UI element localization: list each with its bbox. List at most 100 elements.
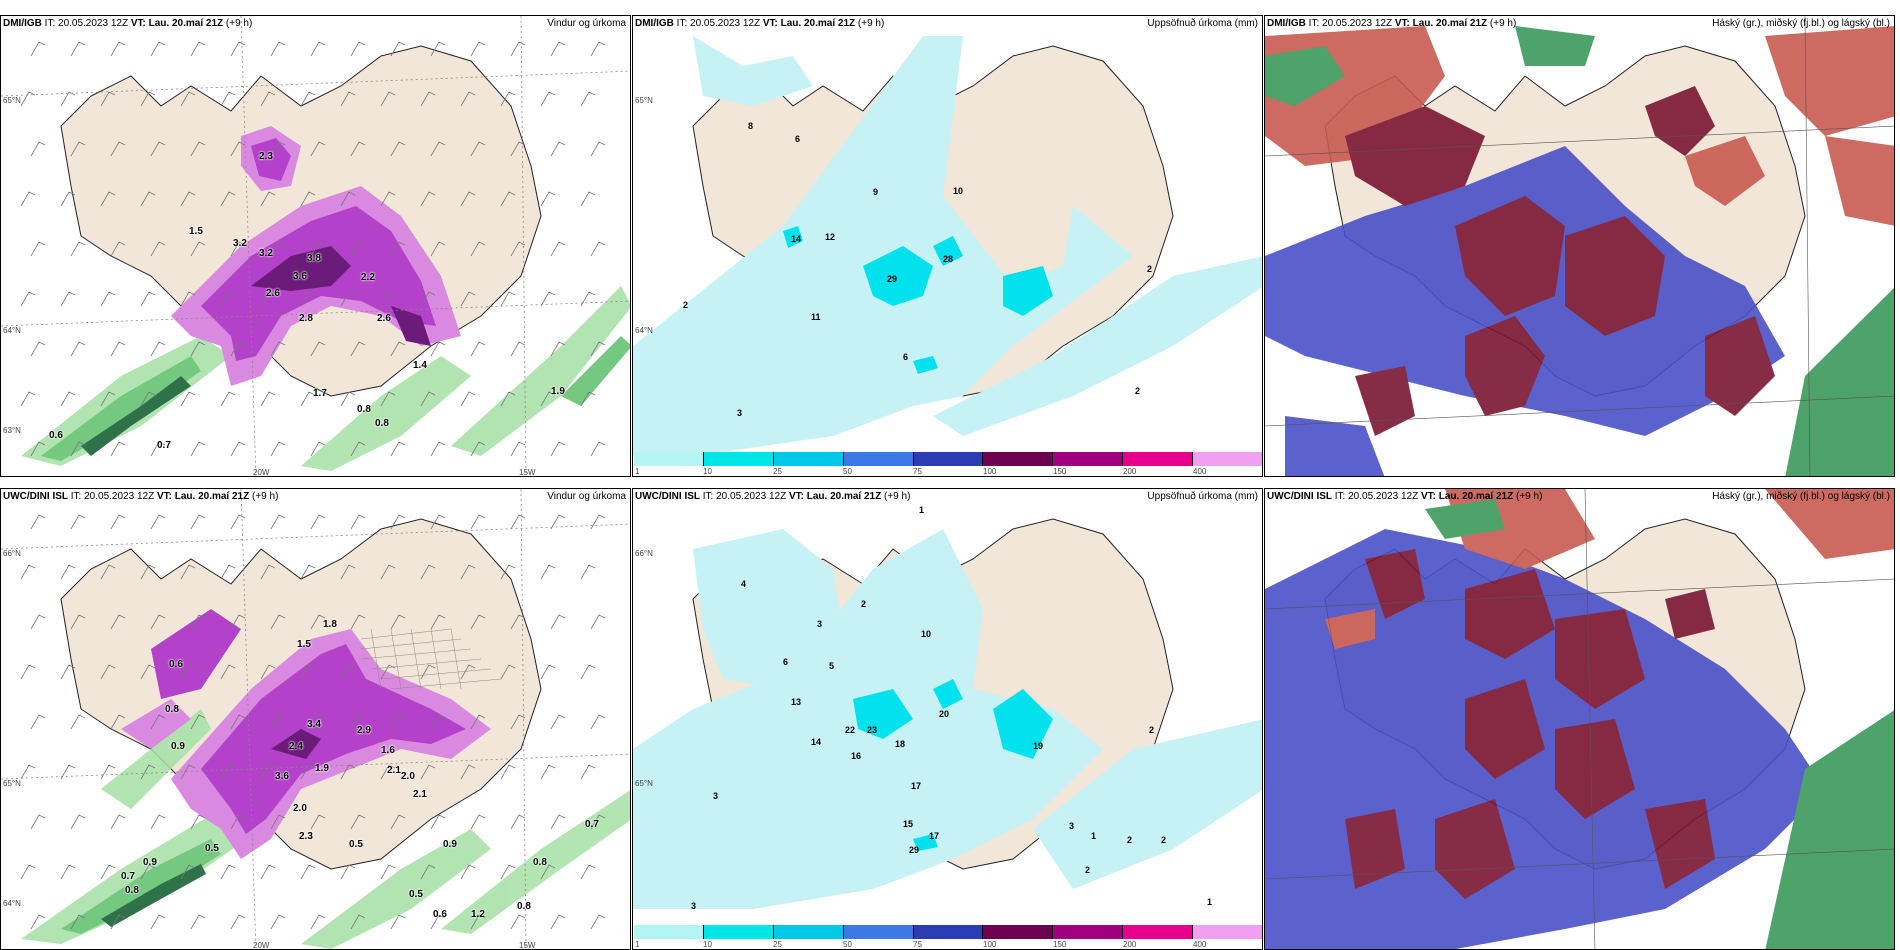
map-value-label: 1.9	[315, 763, 329, 774]
graticule	[1, 16, 630, 476]
map-value-label: 0.8	[357, 404, 371, 415]
panel-header: DMI/IGB IT: 20.05.2023 12Z VT: Lau. 20.m…	[635, 18, 884, 29]
panel-header: DMI/IGB IT: 20.05.2023 12Z VT: Lau. 20.m…	[1267, 18, 1516, 29]
map-value-label: 1.4	[413, 360, 427, 371]
lat-label: 63°N	[3, 426, 21, 435]
panel-title: Vindur og úrkoma	[547, 491, 626, 502]
map-value-label: 1.6	[381, 745, 395, 756]
map-value-label: 1.5	[297, 639, 311, 650]
panel-header: UWC/DINI ISL IT: 20.05.2023 12Z VT: Lau.…	[3, 491, 278, 502]
panel-header: UWC/DINI ISL IT: 20.05.2023 12Z VT: Lau.…	[1267, 491, 1542, 502]
lat-label: 65°N	[3, 96, 21, 105]
init-time: IT: 20.05.2023 12Z	[70, 491, 155, 502]
colorbar-tick: 1	[635, 467, 640, 476]
map-value-label: 13	[791, 697, 802, 707]
map-value-label: 2.6	[266, 288, 280, 299]
panel-top-left: DMI/IGB IT: 20.05.2023 12Z VT: Lau. 20.m…	[0, 15, 631, 477]
lat-label: 65°N	[635, 779, 653, 788]
map-value-label: 5	[829, 661, 835, 671]
map-value-label: 10	[921, 629, 932, 639]
map-value-label: 4	[741, 579, 747, 589]
map-value-label: 2	[1135, 386, 1141, 396]
map-value-label: 2	[861, 599, 867, 609]
colorbar-swatch	[773, 925, 844, 939]
colorbar-swatch	[703, 452, 774, 466]
colorbar-swatch	[1193, 452, 1262, 466]
colorbar-swatch	[913, 452, 984, 466]
map-value-label: 2.4	[289, 741, 303, 752]
map-value-label: 1.7	[313, 388, 327, 399]
colorbar-tick: 10	[703, 940, 712, 949]
valid-time: VT: Lau. 20.maí 21Z	[130, 18, 224, 29]
colorbar-tick: 75	[913, 467, 922, 476]
map-value-label: 15	[903, 819, 914, 829]
lat-label: 65°N	[635, 96, 653, 105]
colorbar-tick: 1	[635, 940, 640, 949]
colorbar-swatch	[843, 452, 914, 466]
panel-title: Háský (gr.), miðský (fj.bl.) og lágský (…	[1712, 18, 1890, 29]
lead-time: (+9 h)	[1516, 491, 1543, 502]
panel-title: Vindur og úrkoma	[547, 18, 626, 29]
colorbar-swatch	[634, 452, 704, 466]
map-value-label: 0.8	[125, 885, 139, 896]
map-value-label: 1	[919, 505, 925, 515]
map-value-label: 2.0	[401, 771, 415, 782]
lead-time: (+9 h)	[225, 18, 253, 29]
lat-label: 64°N	[3, 326, 21, 335]
colorbar-tick: 100	[983, 940, 997, 949]
init-time: IT: 20.05.2023 12Z	[1308, 18, 1393, 29]
map-value-label: 2	[1127, 835, 1133, 845]
valid-time: VT: Lau. 20.maí 21Z	[1394, 18, 1488, 29]
lat-label: 64°N	[3, 899, 21, 908]
map-value-label: 3	[1069, 821, 1075, 831]
model-name: UWC/DINI ISL	[1267, 491, 1332, 502]
map-value-label: 0.7	[121, 871, 135, 882]
map-value-label: 0.5	[205, 843, 219, 854]
valid-time: VT: Lau. 20.maí 21Z	[762, 18, 856, 29]
init-time: IT: 20.05.2023 12Z	[702, 491, 787, 502]
map-value-label: 2.6	[377, 313, 391, 324]
lat-label: 65°N	[3, 779, 21, 788]
panel-top-right: DMI/IGB IT: 20.05.2023 12Z VT: Lau. 20.m…	[1264, 15, 1895, 477]
colorbar-swatch	[1123, 925, 1194, 939]
colorbar-tick: 200	[1123, 940, 1137, 949]
map-value-label: 0.7	[157, 440, 171, 451]
map-value-label: 2	[1147, 264, 1153, 274]
panel-header: DMI/IGB IT: 20.05.2023 12Z VT: Lau. 20.m…	[3, 18, 252, 29]
map-value-label: 29	[887, 274, 898, 284]
map-value-label: 0.9	[443, 839, 457, 850]
map-value-label: 1	[1091, 831, 1097, 841]
colorbar-tick: 150	[1053, 467, 1067, 476]
panel-title: Uppsöfnuð úrkoma (mm)	[1147, 491, 1258, 502]
map-value-label: 0.6	[433, 909, 447, 920]
colorbar	[634, 452, 1262, 466]
map-value-label: 3	[737, 408, 743, 418]
cloud-cover-map-top	[1265, 16, 1894, 476]
panel-header: UWC/DINI ISL IT: 20.05.2023 12Z VT: Lau.…	[635, 491, 910, 502]
colorbar-tick: 200	[1123, 467, 1137, 476]
cloud-layers	[1265, 26, 1894, 476]
map-value-label: 18	[895, 739, 906, 749]
map-value-label: 3	[817, 619, 823, 629]
precip-fill	[633, 529, 1262, 909]
model-name: DMI/IGB	[635, 18, 674, 29]
graticule	[1265, 489, 1894, 949]
map-value-label: 29	[909, 845, 920, 855]
colorbar-swatch	[703, 925, 774, 939]
map-value-label: 14	[791, 234, 802, 244]
map-value-label: 17	[929, 831, 940, 841]
map-value-label: 3.2	[233, 238, 247, 249]
lon-label: 20W	[253, 941, 270, 950]
wind-precip-map-bottom	[1, 489, 630, 949]
map-value-label: 0.9	[143, 857, 157, 868]
colorbar-swatch	[983, 452, 1054, 466]
map-value-label: 8	[748, 121, 754, 131]
wind-barbs	[20, 514, 606, 930]
map-value-label: 3.2	[259, 248, 273, 259]
colorbar-swatch	[913, 925, 984, 939]
panel-title: Uppsöfnuð úrkoma (mm)	[1147, 18, 1258, 29]
map-value-label: 2.1	[413, 789, 427, 800]
map-value-label: 19	[1033, 741, 1044, 751]
lead-time: (+9 h)	[857, 18, 885, 29]
map-value-label: 17	[911, 781, 922, 791]
